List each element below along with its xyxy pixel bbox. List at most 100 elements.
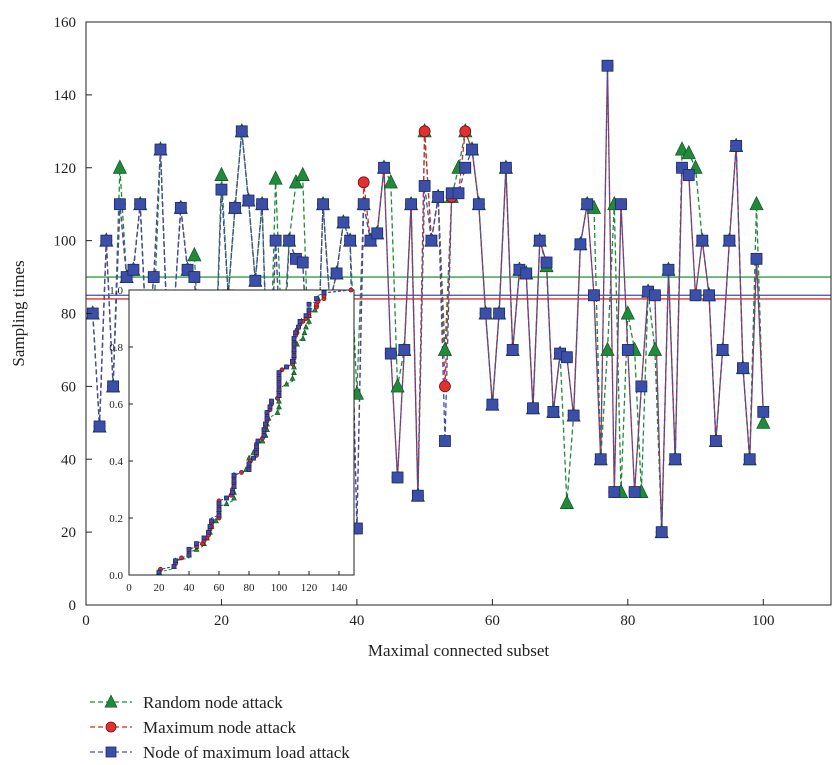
inset-x-tick-label-5: 100 xyxy=(271,582,288,594)
inset-point-s2-20 xyxy=(216,512,222,518)
point-s0-76 xyxy=(600,341,615,356)
x-tick-label-2: 40 xyxy=(349,613,364,629)
point-s2-93 xyxy=(716,344,729,356)
point-s2-24 xyxy=(249,274,262,287)
point-s2-61 xyxy=(500,161,512,174)
inset-point-s2-74 xyxy=(290,358,295,364)
inset-point-s2-12 xyxy=(201,535,207,541)
inset-chart: 0 20 40 60 80 100 120 140 0.0 0.2 0.4 0.6 0.8 1.0 xyxy=(109,285,355,594)
point-s2-92 xyxy=(709,435,722,447)
inset-point-s2-60 xyxy=(269,398,274,404)
point-s2-50 xyxy=(425,234,438,247)
point-s0-27 xyxy=(268,170,283,185)
point-s2-64 xyxy=(520,267,533,280)
inset-point-s2-62 xyxy=(276,393,282,398)
y-tick-label-2: 40 xyxy=(61,452,76,468)
point-s2-54 xyxy=(452,187,465,200)
inset-point-s2-42 xyxy=(254,450,259,455)
legend-marker-2 xyxy=(105,746,117,758)
point-s2-10 xyxy=(154,143,167,156)
x-tick-label-4: 80 xyxy=(620,613,635,629)
point-s2-91 xyxy=(703,289,715,302)
x-tick-label-1: 20 xyxy=(214,613,229,629)
inset-point-s2-10 xyxy=(194,541,199,547)
point-s2-22 xyxy=(235,125,248,138)
point-s2-98 xyxy=(750,252,763,265)
point-s2-5 xyxy=(120,271,133,283)
inset-point-s2-26 xyxy=(224,495,229,501)
point-s2-75 xyxy=(594,453,607,466)
point-s2-36 xyxy=(330,267,343,280)
inset-point-s2-80 xyxy=(291,341,297,347)
inset-point-s0-84 xyxy=(301,329,308,336)
point-s2-62 xyxy=(506,344,519,356)
inset-point-s2-4 xyxy=(173,558,178,564)
point-s2-79 xyxy=(621,344,634,356)
point-s2-99 xyxy=(757,405,770,418)
inset-point-s2-28 xyxy=(230,489,235,495)
point-s2-73 xyxy=(581,198,594,211)
point-s2-89 xyxy=(689,289,702,302)
point-s2-71 xyxy=(567,409,580,422)
x-axis-title: Maximal connected subset xyxy=(368,641,550,660)
inset-x-tick-label-2: 40 xyxy=(184,582,196,594)
inset-point-s2-46 xyxy=(255,438,261,444)
inset-frame xyxy=(128,289,355,576)
inset-point-s0-26 xyxy=(231,494,237,501)
point-s0-30 xyxy=(288,174,304,189)
inset-x-tick-label-4: 80 xyxy=(244,582,256,594)
point-s2-94 xyxy=(723,234,736,247)
legend-label-0: Random node attack xyxy=(143,693,283,712)
point-s2-4 xyxy=(113,198,126,211)
point-s2-66 xyxy=(533,234,546,247)
point-s2-52 xyxy=(439,435,451,447)
point-s2-23 xyxy=(242,194,255,207)
inset-y-tick-label-5: 1.0 xyxy=(109,285,123,297)
inset-point-s2-18 xyxy=(209,518,214,524)
inset-y-tick-label-3: 0.6 xyxy=(109,399,123,411)
legend: Random node attack Maximum node attack Nod… xyxy=(90,693,350,762)
point-s0-52 xyxy=(437,341,453,356)
inset-point-s0-60 xyxy=(276,397,282,404)
point-s2-60 xyxy=(493,307,506,320)
inset-point-s2-40 xyxy=(251,455,256,461)
y-tick-label-3: 60 xyxy=(61,379,76,395)
inset-x-tick-label-0: 0 xyxy=(126,582,132,594)
y-tick-label-5: 100 xyxy=(54,234,77,250)
point-s0-31 xyxy=(295,166,310,182)
point-s2-21 xyxy=(229,201,241,214)
inset-point-s2-88 xyxy=(297,318,303,324)
inset-point-s2-54 xyxy=(264,415,270,421)
inset-point-s2-48 xyxy=(261,432,267,438)
point-s2-56 xyxy=(466,143,478,156)
inset-x-tick-label-7: 140 xyxy=(331,582,348,594)
inset-y-tick-label-2: 0.4 xyxy=(109,456,123,468)
inset-y-tick-label-1: 0.2 xyxy=(109,513,123,525)
y-tick-label-8: 160 xyxy=(54,15,77,31)
inset-point-s2-0 xyxy=(156,569,162,575)
point-s2-87 xyxy=(676,161,688,174)
point-s2-7 xyxy=(134,198,147,211)
point-s2-47 xyxy=(405,198,417,211)
inset-point-s0-92 xyxy=(312,306,318,313)
point-s2-1 xyxy=(93,420,106,433)
inset-point-s2-78 xyxy=(291,347,297,353)
inset-point-s2-30 xyxy=(231,484,237,490)
point-s2-76 xyxy=(601,59,614,72)
point-s2-46 xyxy=(398,344,411,356)
inset-x-tick-label-1: 20 xyxy=(154,582,166,594)
inset-point-s0-18 xyxy=(213,517,219,524)
inset-point-s0-8 xyxy=(193,545,200,552)
point-s2-65 xyxy=(527,402,539,415)
point-s2-29 xyxy=(283,234,296,247)
inset-point-s2-66 xyxy=(276,381,282,387)
point-s2-80 xyxy=(628,486,641,498)
point-s2-9 xyxy=(147,271,160,283)
point-s2-41 xyxy=(364,234,377,247)
point-s2-70 xyxy=(560,351,573,364)
inset-point-s2-58 xyxy=(267,404,273,410)
point-s2-14 xyxy=(181,263,194,276)
y-tick-label-4: 80 xyxy=(61,307,76,323)
inset-point-s2-52 xyxy=(263,421,268,427)
point-s2-49 xyxy=(418,180,431,192)
